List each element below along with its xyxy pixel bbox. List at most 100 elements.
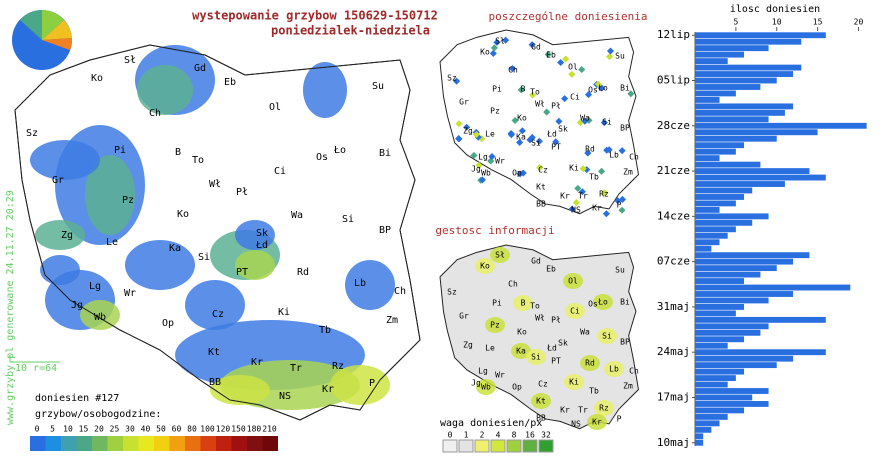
report-dot: [584, 91, 593, 99]
city-label: Wa: [291, 210, 303, 221]
mini-city-label: Ko: [480, 262, 490, 271]
report-dot: [489, 49, 497, 57]
bar: [695, 239, 720, 246]
bar: [695, 420, 720, 427]
report-dot: [600, 119, 608, 127]
bar: [695, 84, 761, 90]
report-dot: [578, 66, 586, 74]
report-dot: [453, 77, 461, 85]
bar: [695, 349, 826, 356]
mini-city-label: B: [521, 85, 526, 94]
bar: [695, 265, 777, 272]
city-label: Wr: [124, 288, 136, 299]
mini-city-label: Zm: [623, 168, 633, 177]
report-dot: [507, 131, 515, 139]
report-dot: [508, 65, 517, 73]
mini-city-label: Sk: [558, 125, 568, 134]
x-tick-label: 15: [813, 18, 823, 27]
weight-swatch: [474, 439, 490, 453]
city-label: Ka: [169, 243, 181, 254]
mini-city-label: Tr: [578, 192, 588, 201]
scale-swatch: [200, 436, 216, 451]
mini-city-label: Kr: [560, 192, 570, 201]
report-dot: [557, 58, 565, 67]
scale-swatch: [247, 436, 263, 451]
mini-city-label: Ch: [629, 153, 639, 162]
mini-city-label: Tb: [589, 387, 599, 396]
bar: [695, 362, 777, 369]
mini-city-label: Op: [512, 383, 522, 392]
bar: [695, 355, 794, 362]
y-tick-label: 14cze: [657, 209, 690, 222]
report-dot: [606, 47, 615, 55]
y-tick-label: 10maj: [657, 436, 690, 449]
city-label: Pł: [236, 187, 248, 198]
mini-city-label: Wa: [580, 114, 590, 123]
mini-city-label: Si: [531, 139, 541, 148]
mini-city-label: To: [530, 88, 540, 97]
mini-city-label: Rd: [585, 145, 595, 154]
title: wystepowanie grzybow 150629-150712: [192, 9, 438, 23]
density-spot: [597, 328, 617, 344]
density-spot: [513, 295, 533, 311]
bar: [695, 232, 728, 239]
report-dot: [472, 131, 480, 139]
bar: [695, 310, 736, 317]
mini-city-label: Pz: [490, 321, 500, 330]
bar: [695, 32, 826, 39]
y-tick-label: 17maj: [657, 390, 690, 403]
report-dot: [516, 138, 524, 146]
mini-city-label: Os: [588, 86, 598, 95]
mini-city-label: Si: [602, 332, 612, 341]
bar: [695, 375, 736, 382]
weight-swatch: [522, 439, 538, 453]
scale-title: grzybow/osobogodzine:: [35, 409, 161, 420]
report-dot: [555, 117, 563, 125]
city-label: Kr: [251, 357, 263, 368]
scale-label: 40: [141, 425, 151, 434]
density-spot: [475, 258, 495, 274]
bar: [695, 413, 728, 420]
density-spot: [587, 414, 607, 430]
density-spot: [485, 317, 505, 333]
density-blob: [80, 300, 120, 330]
report-dot: [581, 117, 589, 125]
report-dot: [490, 44, 498, 52]
density-blob: [185, 280, 245, 330]
city-label: Ch: [149, 108, 161, 119]
city-label: Ko: [91, 73, 103, 84]
mini-city-label: Kr: [560, 406, 570, 415]
mini-city-label: Pi: [492, 299, 502, 308]
mini-city-label: NS: [571, 420, 581, 429]
density-blob: [210, 375, 270, 405]
bar: [695, 206, 720, 213]
mini-city-label: Pi: [492, 85, 502, 94]
scale-label: 0: [35, 425, 40, 434]
city-label: Sz: [26, 128, 38, 139]
bar: [695, 439, 704, 446]
density-spot: [563, 273, 583, 289]
report-dot: [543, 108, 551, 116]
city-label: PT: [236, 267, 248, 278]
city-label: Sk: [256, 228, 268, 239]
density-spot: [604, 361, 624, 377]
bar: [695, 381, 728, 388]
mini-city-label: B: [521, 299, 526, 308]
scale-label: 5: [50, 425, 55, 434]
mini-city-label: Ko: [480, 48, 490, 57]
mini-city-label: Ci: [570, 93, 580, 102]
report-dot: [475, 161, 483, 169]
density-blob: [125, 240, 195, 290]
mini-city-label: Si: [531, 353, 541, 362]
mini-city-label: Kt: [536, 397, 546, 406]
density-spot: [565, 303, 585, 319]
mini-city-label: Lg: [478, 153, 488, 162]
city-label: BB: [209, 377, 221, 388]
mini-city-label: Su: [615, 52, 625, 61]
scale-swatch: [92, 436, 108, 451]
bar: [695, 103, 794, 110]
y-tick-label: 12lip: [657, 28, 690, 41]
mini-city-label: Lg: [478, 367, 488, 376]
weight-label: 4: [496, 431, 501, 440]
scale-label: 10: [63, 425, 73, 434]
